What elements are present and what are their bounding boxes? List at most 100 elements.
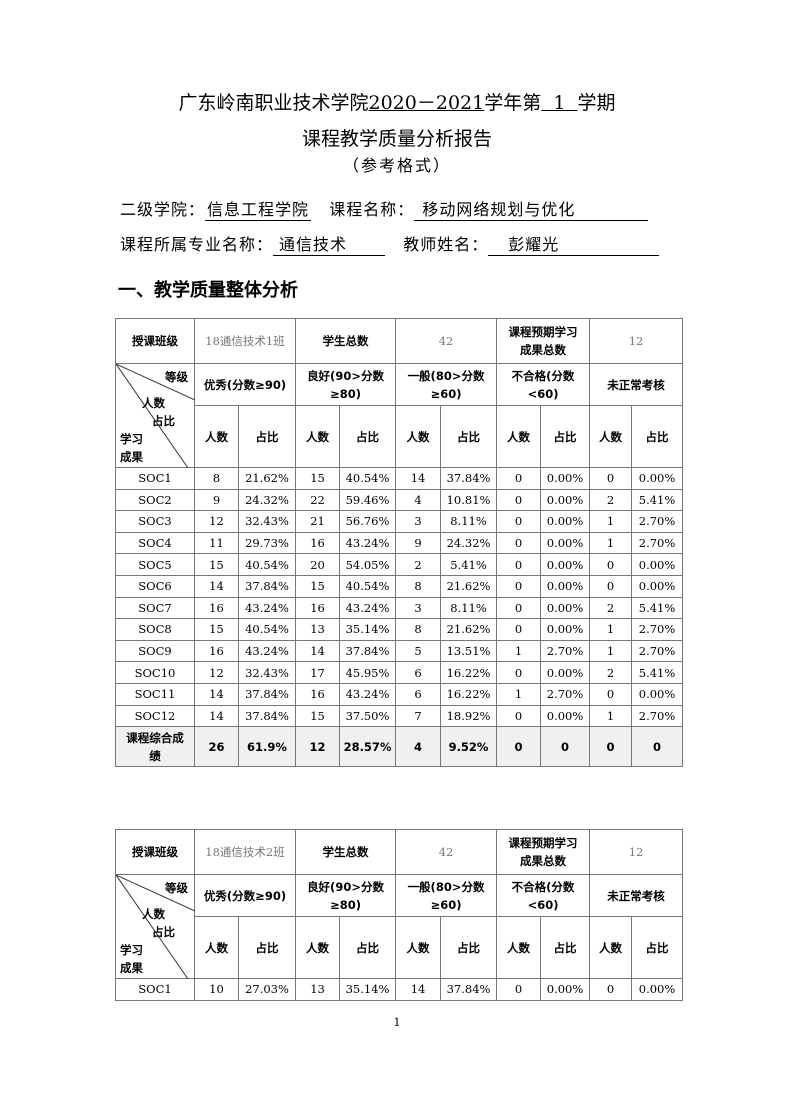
summary-cell: 0 <box>540 726 591 768</box>
ratio-cell: 32.43% <box>237 661 297 684</box>
ratio-header: 占比 <box>540 916 591 979</box>
class-name: 18通信技术2班 <box>193 829 297 875</box>
table-row: SOC8 15 40.54% 13 35.14% 8 21.62% 0 0.00% 1 2.70% <box>115 618 684 641</box>
count-header: 人数 <box>295 405 341 468</box>
diag-count-label: 人数 <box>142 396 165 410</box>
ratio-cell: 40.54% <box>237 553 297 576</box>
count-cell: 3 <box>395 596 442 620</box>
ratio-cell: 0.00% <box>540 978 591 1001</box>
count-cell: 14 <box>194 682 239 706</box>
summary-cell: 0 <box>631 726 684 768</box>
outcome-name: SOC4 <box>115 531 195 555</box>
outcome-name: SOC7 <box>115 596 195 620</box>
ratio-cell: 5.41% <box>631 488 684 512</box>
ratio-cell: 59.46% <box>339 488 397 512</box>
outcome-name: SOC8 <box>115 618 195 641</box>
count-header: 人数 <box>395 405 442 468</box>
summary-cell: 61.9% <box>237 726 297 768</box>
count-cell: 0 <box>496 488 542 512</box>
count-cell: 0 <box>496 661 542 684</box>
ratio-cell: 10.81% <box>440 488 498 512</box>
count-cell: 15 <box>295 704 341 728</box>
diag-outcome-label: 学习 <box>120 943 143 957</box>
outcome-name: SOC12 <box>115 704 195 728</box>
ratio-header: 占比 <box>631 405 684 468</box>
count-cell: 2 <box>589 661 633 684</box>
count-cell: 0 <box>496 978 542 1001</box>
count-cell: 0 <box>496 510 542 533</box>
count-cell: 15 <box>295 467 341 490</box>
count-cell: 0 <box>589 978 633 1001</box>
class-label: 授课班级 <box>115 829 195 875</box>
count-cell: 0 <box>496 467 542 490</box>
summary-cell: 28.57% <box>339 726 397 768</box>
count-cell: 4 <box>395 488 442 512</box>
expected-outcomes-label: 课程预期学习成果总数 <box>496 318 591 364</box>
outcome-name: SOC1 <box>115 978 195 1001</box>
diagonal-lines <box>116 364 195 468</box>
ratio-cell: 2.70% <box>540 682 591 706</box>
outcome-name: SOC9 <box>115 639 195 663</box>
summary-cell: 4 <box>395 726 442 768</box>
summary-cell: 0 <box>589 726 633 768</box>
ratio-cell: 0.00% <box>540 596 591 620</box>
ratio-cell: 8.11% <box>440 510 498 533</box>
table-row: SOC7 16 43.24% 16 43.24% 3 8.11% 0 0.00% 2 5.41% <box>115 596 684 620</box>
ratio-cell: 16.22% <box>440 682 498 706</box>
ratio-header: 占比 <box>440 916 498 979</box>
ratio-cell: 37.84% <box>237 682 297 706</box>
table-row: SOC4 11 29.73% 16 43.24% 9 24.32% 0 0.00% 1 2.70% <box>115 531 684 555</box>
diagonal-header-cell: 等级 人数 占比 学习 成果 <box>115 874 195 979</box>
outcome-name: SOC6 <box>115 574 195 598</box>
college-value: 信息工程学院 <box>205 196 312 221</box>
count-cell: 12 <box>194 510 239 533</box>
ratio-cell: 5.41% <box>631 596 684 620</box>
grade-header: 优秀(分数≥90) <box>193 874 297 917</box>
ratio-cell: 24.32% <box>440 531 498 555</box>
count-cell: 9 <box>395 531 442 555</box>
summary-cell: 0 <box>496 726 542 768</box>
ratio-cell: 21.62% <box>440 574 498 598</box>
teacher-label: 教师姓名： <box>403 235 489 254</box>
diag-grade-label: 等级 <box>165 881 188 895</box>
outcome-name: SOC2 <box>115 488 195 512</box>
grade-header: 一般(80>分数≥60) <box>395 874 498 917</box>
ratio-cell: 40.54% <box>339 467 397 490</box>
expected-outcomes-value: 12 <box>589 829 684 875</box>
count-cell: 16 <box>295 596 341 620</box>
count-cell: 5 <box>395 639 442 663</box>
course-label: 课程名称： <box>329 200 415 219</box>
table-row: SOC12 14 37.84% 15 37.50% 7 18.92% 0 0.00% 1 2.70% <box>115 704 684 728</box>
count-cell: 10 <box>194 978 239 1001</box>
count-cell: 0 <box>589 574 633 598</box>
table-row: SOC10 12 32.43% 17 45.95% 6 16.22% 0 0.00% 2 5.41% <box>115 661 684 684</box>
total-students-value: 42 <box>395 829 498 875</box>
diag-outcome-label: 学习 <box>120 432 143 446</box>
ratio-header: 占比 <box>339 916 397 979</box>
grade-header: 未正常考核 <box>589 874 684 917</box>
ratio-cell: 2.70% <box>540 639 591 663</box>
ratio-cell: 37.84% <box>339 639 397 663</box>
school-name: 广东岭南职业技术学院 <box>178 92 369 114</box>
count-cell: 20 <box>295 553 341 576</box>
ratio-cell: 27.03% <box>237 978 297 1001</box>
count-cell: 21 <box>295 510 341 533</box>
ratio-cell: 37.84% <box>440 467 498 490</box>
count-cell: 15 <box>194 618 239 641</box>
summary-cell: 9.52% <box>440 726 498 768</box>
count-cell: 15 <box>194 553 239 576</box>
summary-cell: 26 <box>194 726 239 768</box>
table-row: SOC2 9 24.32% 22 59.46% 4 10.81% 0 0.00% 2 5.41% <box>115 488 684 512</box>
count-cell: 6 <box>395 682 442 706</box>
ratio-header: 占比 <box>631 916 684 979</box>
count-cell: 1 <box>589 704 633 728</box>
count-cell: 0 <box>496 553 542 576</box>
outcome-name: SOC11 <box>115 682 195 706</box>
ratio-cell: 37.84% <box>237 704 297 728</box>
class-label: 授课班级 <box>115 318 195 364</box>
ratio-cell: 21.62% <box>237 467 297 490</box>
count-cell: 1 <box>589 618 633 641</box>
ratio-cell: 0.00% <box>631 682 684 706</box>
ratio-cell: 43.24% <box>339 682 397 706</box>
diag-outcome-label: 成果 <box>120 450 143 464</box>
